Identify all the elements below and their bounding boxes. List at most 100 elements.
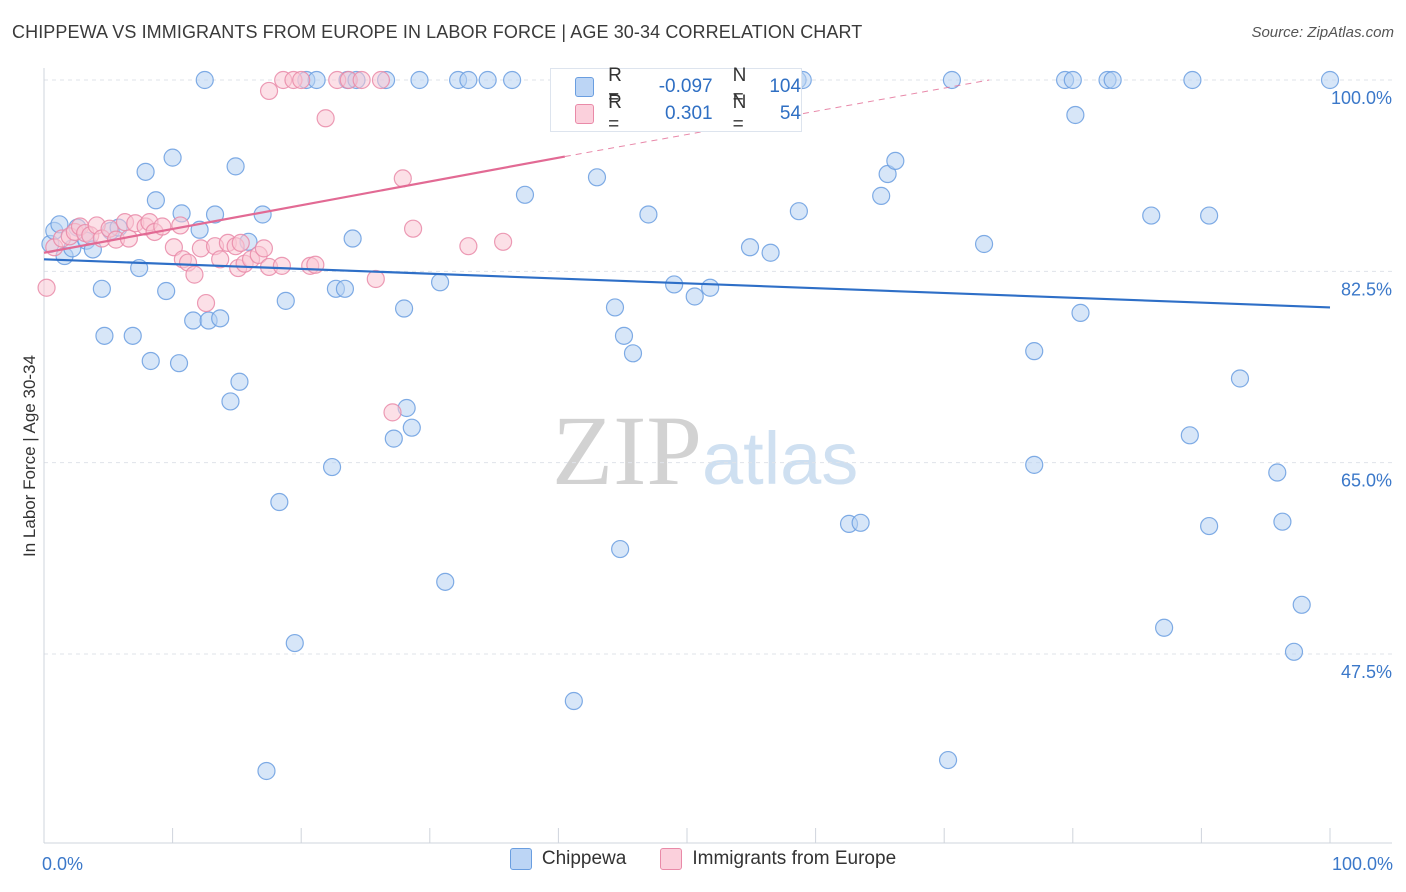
immigrants-from-europe-point xyxy=(403,219,423,238)
chippewa-point xyxy=(335,279,355,298)
x-tick-label: 0.0% xyxy=(42,854,83,874)
chippewa-point xyxy=(230,372,249,391)
chippewa-point xyxy=(402,418,421,437)
immigrants-from-europe-point xyxy=(494,232,513,251)
stats-legend: R = -0.097 N = 104 R = 0.301 N = 54 xyxy=(550,65,802,135)
chippewa-point xyxy=(436,572,455,591)
chippewa-point xyxy=(1155,618,1174,637)
chippewa-point xyxy=(123,326,142,345)
chippewa-point xyxy=(886,151,905,171)
immigrants-from-europe-point xyxy=(185,265,204,284)
legend-label: Chippewa xyxy=(541,848,627,869)
chippewa-point xyxy=(226,157,245,176)
chippewa-point xyxy=(614,326,634,345)
r-label: R = xyxy=(608,65,622,108)
immigrants-from-europe-trend-line-extension xyxy=(564,79,990,158)
chippewa-point xyxy=(1284,642,1304,661)
chippewa-point xyxy=(503,70,522,90)
source-label: Source: ZipAtlas.com xyxy=(1251,24,1394,41)
trend-lines xyxy=(43,79,1331,309)
watermark: ZIPatlas xyxy=(552,400,858,501)
chippewa-point xyxy=(1320,70,1340,90)
immigrants-from-europe-point xyxy=(383,403,402,422)
chippewa-trend-line xyxy=(43,258,1331,309)
chippewa-point xyxy=(1071,303,1090,322)
grid-lines xyxy=(44,79,1392,655)
chippewa-point xyxy=(1200,516,1219,536)
y-axis-label: In Labor Force | Age 30-34 xyxy=(20,355,39,557)
chippewa-point xyxy=(285,633,304,653)
axis-tick-labels: 100.0% 82.5% 65.0% 47.5% 0.0% 100.0% xyxy=(42,88,1393,874)
immigrants-from-europe-point xyxy=(211,250,230,269)
chippewa-point xyxy=(384,429,403,448)
y-tick-label: 82.5% xyxy=(1341,279,1392,299)
n-value: 104 xyxy=(769,76,802,97)
stats-row-chippewa: R = -0.097 N = 104 xyxy=(575,65,802,108)
chippewa-point xyxy=(1268,463,1287,482)
chippewa-point xyxy=(974,234,994,254)
y-tick-label: 65.0% xyxy=(1341,471,1392,491)
data-points xyxy=(37,70,1340,781)
chippewa-point xyxy=(761,243,780,262)
r-value: -0.097 xyxy=(658,76,713,97)
legend-item-chippewa: Chippewa xyxy=(509,848,627,870)
stats-swatch-pink xyxy=(575,104,595,124)
immigrants-from-europe-point xyxy=(231,233,250,253)
stats-swatch-blue xyxy=(575,77,595,97)
immigrants-from-europe-point xyxy=(164,238,183,257)
chippewa-point xyxy=(587,168,607,187)
chippewa-point xyxy=(740,238,760,257)
legend-item-immigrants-from-europe: Immigrants from Europe xyxy=(660,848,896,870)
chippewa-point xyxy=(942,70,962,90)
chippewa-point xyxy=(1142,206,1161,225)
chippewa-point xyxy=(205,205,225,224)
chippewa-point xyxy=(221,392,240,411)
chippewa-point xyxy=(276,291,295,310)
n-value: 54 xyxy=(779,103,802,124)
y-tick-label: 47.5% xyxy=(1341,662,1392,682)
chippewa-point xyxy=(394,299,414,318)
stats-row-europe: R = 0.301 N = 54 xyxy=(575,92,802,135)
chippewa-point xyxy=(1066,105,1085,125)
chippewa-point xyxy=(307,70,326,90)
chippewa-point xyxy=(1063,70,1082,90)
chippewa-point xyxy=(157,281,176,301)
chippewa-point xyxy=(478,70,497,90)
chippewa-point xyxy=(611,539,630,559)
watermark-atlas: atlas xyxy=(702,417,859,500)
chippewa-point xyxy=(851,513,870,532)
chippewa-point xyxy=(184,311,203,330)
legend-label: Immigrants from Europe xyxy=(692,848,897,869)
x-tick-label: 100.0% xyxy=(1332,854,1393,874)
chippewa-point xyxy=(665,275,684,294)
immigrants-from-europe-point xyxy=(259,81,279,101)
immigrants-from-europe-point xyxy=(37,278,56,297)
immigrants-from-europe-point xyxy=(366,269,385,289)
watermark-zip: ZIP xyxy=(552,395,702,506)
immigrants-from-europe-point xyxy=(272,256,292,275)
n-label: N = xyxy=(732,65,747,108)
chippewa-point xyxy=(639,205,658,224)
chippewa-point xyxy=(1230,369,1250,388)
chippewa-point xyxy=(410,70,429,90)
n-label: N = xyxy=(732,92,747,135)
chippewa-point xyxy=(1183,70,1202,90)
chippewa-point xyxy=(515,185,535,204)
chippewa-point xyxy=(1025,342,1044,361)
chippewa-point xyxy=(343,229,362,248)
immigrants-from-europe-point xyxy=(292,70,311,90)
immigrants-from-europe-point xyxy=(254,239,274,258)
y-tick-label: 100.0% xyxy=(1331,88,1392,108)
axes xyxy=(43,68,1392,844)
chippewa-point xyxy=(169,354,189,373)
immigrants-from-europe-point xyxy=(371,70,391,90)
immigrants-from-europe-point xyxy=(459,237,478,256)
immigrants-from-europe-point xyxy=(352,70,371,90)
chippewa-point xyxy=(1180,426,1199,445)
chippewa-point xyxy=(1025,455,1044,474)
chippewa-point xyxy=(95,326,114,345)
chippewa-point xyxy=(685,287,704,306)
chippewa-point xyxy=(605,298,625,317)
chippewa-point xyxy=(136,162,155,181)
